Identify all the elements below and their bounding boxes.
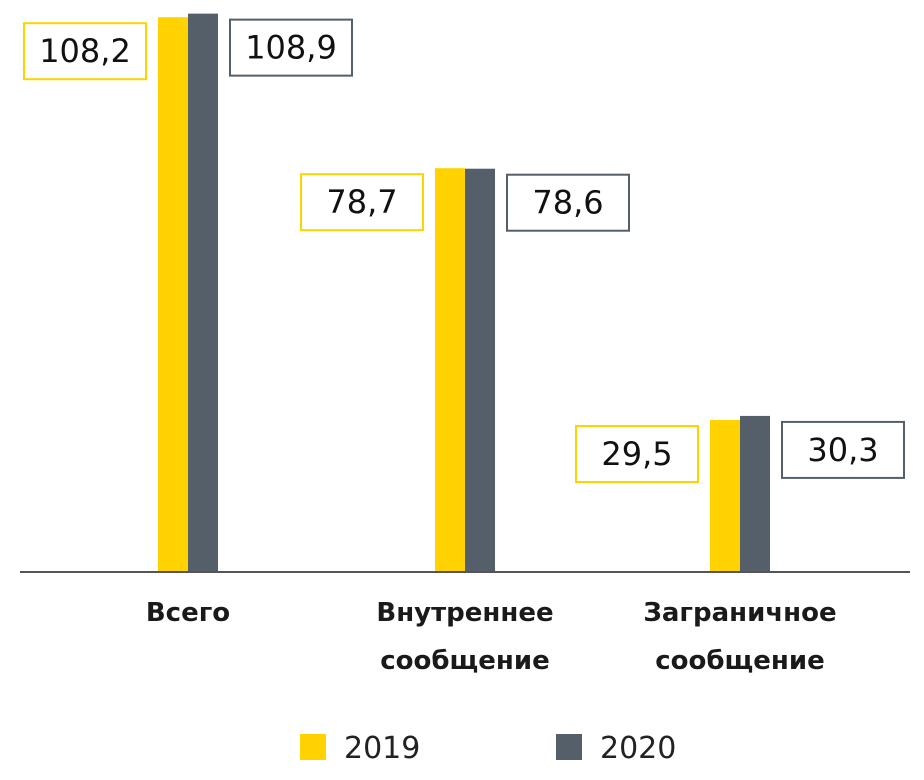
legend-swatch-2019 <box>300 734 326 760</box>
data-label-2020-3: 30,3 <box>807 431 878 469</box>
category-label-3-line-1: Заграничное <box>643 598 836 628</box>
value-box-2020-3 <box>781 420 905 479</box>
value-box-2019-2 <box>300 173 424 232</box>
data-label-2020-2: 78,6 <box>532 184 603 222</box>
bar-2019-3 <box>710 420 740 571</box>
bar-2020-2 <box>465 168 495 571</box>
bar-2020-1 <box>188 13 218 571</box>
value-box-2020-2 <box>506 173 630 232</box>
category-label-3-line-2: сообщение <box>655 646 824 676</box>
bar-2019-2 <box>435 168 465 571</box>
legend-swatch-2020 <box>556 734 582 760</box>
bar-2020-3 <box>740 415 770 571</box>
category-label-2-line-2: сообщение <box>380 646 549 676</box>
bar-2019-1 <box>158 17 188 572</box>
value-box-2019-1 <box>23 22 147 81</box>
value-box-2020-1 <box>229 18 353 77</box>
data-label-2019-1: 108,2 <box>39 32 131 70</box>
data-label-2020-1: 108,9 <box>245 29 337 67</box>
data-label-2019-3: 29,5 <box>601 435 672 473</box>
category-label-2-line-1: Внутреннее <box>376 598 553 628</box>
legend-label-2020: 2020 <box>600 731 676 766</box>
legend-label-2019: 2019 <box>344 731 420 766</box>
category-label-1-line-1: Всего <box>146 598 230 628</box>
data-label-2019-2: 78,7 <box>326 183 397 221</box>
value-box-2019-3 <box>575 425 699 484</box>
